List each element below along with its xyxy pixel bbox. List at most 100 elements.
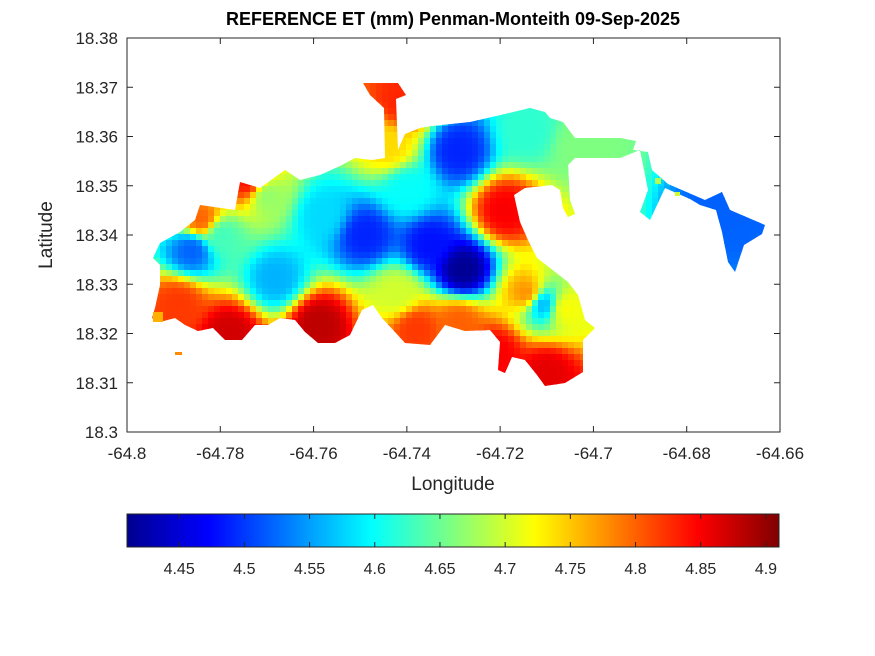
heat-cell <box>496 264 503 271</box>
heat-cell <box>334 258 341 265</box>
heat-cell <box>448 306 455 313</box>
heat-cell <box>730 246 737 253</box>
heat-cell <box>292 216 299 223</box>
heat-cell <box>226 246 233 253</box>
heat-cell <box>532 120 539 127</box>
heat-cell <box>238 282 245 289</box>
heat-cell <box>202 222 209 229</box>
heat-cell <box>448 156 455 163</box>
heat-cell <box>412 312 419 319</box>
heat-cell <box>562 144 569 151</box>
heat-cell <box>268 246 275 253</box>
heat-cell <box>370 90 377 97</box>
heat-cell <box>430 234 437 241</box>
heat-cell <box>226 240 233 247</box>
heat-cell <box>190 252 197 259</box>
heat-cell <box>460 138 467 145</box>
heat-cell <box>292 198 299 205</box>
heat-cell <box>376 306 383 313</box>
heat-cell <box>442 186 449 193</box>
heat-cell <box>418 324 425 331</box>
heat-cell <box>520 288 527 295</box>
heat-cell <box>340 324 347 331</box>
heat-cell <box>298 294 305 301</box>
heat-cell <box>286 252 293 259</box>
heat-cell <box>430 168 437 175</box>
heat-cell <box>580 138 587 145</box>
heat-cell <box>484 156 491 163</box>
heat-cell <box>478 162 485 169</box>
heat-cell <box>232 222 239 229</box>
heat-cell <box>538 156 545 163</box>
heat-cell <box>382 294 389 301</box>
heat-cell <box>202 258 209 265</box>
heat-cell <box>370 83 377 85</box>
heat-cell <box>340 264 347 271</box>
heat-cell <box>652 192 659 199</box>
heat-cell <box>202 318 209 325</box>
heat-cell <box>232 300 239 307</box>
heat-cell <box>502 192 509 199</box>
heat-cell <box>436 312 443 319</box>
heat-cell <box>160 246 167 253</box>
heat-cell <box>298 300 305 307</box>
heat-cell <box>508 114 515 121</box>
heat-cell <box>346 246 353 253</box>
heat-cell <box>328 300 335 307</box>
heat-cell <box>352 276 359 283</box>
heat-cell <box>184 300 191 307</box>
heat-cell <box>340 162 347 169</box>
heat-cell <box>586 324 593 331</box>
heat-cell <box>556 150 563 157</box>
heat-cell <box>520 270 527 277</box>
heat-cell <box>646 198 653 205</box>
heat-cell <box>496 270 503 277</box>
heat-cell <box>316 324 323 331</box>
heat-cell <box>346 186 353 193</box>
heat-cell <box>184 264 191 271</box>
heat-cell <box>292 288 299 295</box>
heat-cell <box>508 312 515 319</box>
heat-cell <box>328 306 335 313</box>
heat-cell <box>562 282 569 289</box>
heat-cell <box>316 258 323 265</box>
heat-cell <box>418 162 425 169</box>
heat-cell <box>526 342 533 349</box>
heat-cell <box>496 114 503 121</box>
heat-cell <box>490 132 497 139</box>
heat-cell <box>292 258 299 265</box>
heat-cell <box>442 216 449 223</box>
heat-cell <box>214 258 221 265</box>
heat-cell <box>160 258 167 265</box>
heat-cell <box>424 246 431 253</box>
heat-cell <box>496 150 503 157</box>
heat-cell <box>562 180 569 187</box>
heat-cell <box>550 282 557 289</box>
heat-cell <box>340 204 347 211</box>
heat-cell <box>550 156 557 163</box>
heat-cell <box>556 288 563 295</box>
heat-cell <box>502 330 509 337</box>
heat-cell <box>286 204 293 211</box>
heat-cell <box>274 186 281 193</box>
heat-cell <box>190 306 197 313</box>
heat-cell <box>424 228 431 235</box>
heat-cell <box>502 234 509 241</box>
heat-cell <box>328 240 335 247</box>
heat-cell <box>448 300 455 307</box>
heat-cell <box>436 216 443 223</box>
heat-cell <box>436 252 443 259</box>
heat-cell <box>274 228 281 235</box>
heat-cell <box>514 120 521 127</box>
heat-cell <box>382 186 389 193</box>
heat-cell <box>316 216 323 223</box>
heat-cell <box>184 240 191 247</box>
heat-cell <box>406 300 413 307</box>
heat-cell <box>538 282 545 289</box>
heat-cell <box>646 192 653 199</box>
heat-cell <box>388 174 395 181</box>
heat-cell <box>442 144 449 151</box>
heat-cell <box>568 330 575 337</box>
heat-cell <box>370 258 377 265</box>
heat-cell <box>502 270 509 277</box>
